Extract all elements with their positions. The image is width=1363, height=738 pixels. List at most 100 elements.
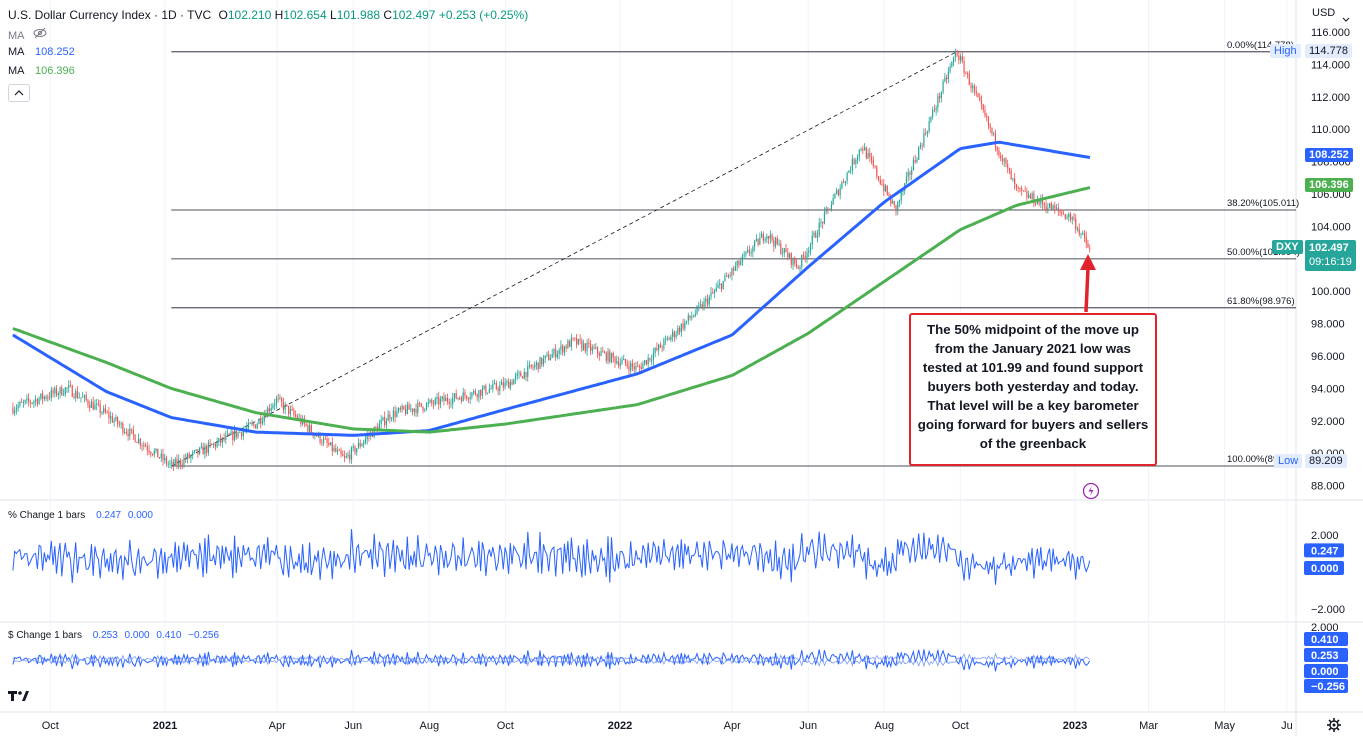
ma-green-line xyxy=(12,186,1091,434)
price-candle-body xyxy=(55,388,58,396)
fib-level-label: 38.20%(105.011) xyxy=(1227,198,1299,209)
price-candle-body xyxy=(862,148,864,151)
price-candle-body xyxy=(734,266,737,271)
close-label: C xyxy=(383,8,393,22)
fib-level-label: 50.00%(101.994) xyxy=(1227,247,1300,258)
price-candle-body xyxy=(480,390,482,396)
price-candle-body xyxy=(368,436,370,437)
price-candle-body xyxy=(1073,217,1075,219)
price-candle-body xyxy=(251,423,253,425)
price-candle-body xyxy=(502,382,504,388)
pane2-scale-tag xyxy=(1304,543,1344,558)
price-candle-body xyxy=(755,238,757,241)
lightning-icon[interactable] xyxy=(1082,482,1100,505)
price-candle-body xyxy=(815,232,817,238)
price-candle-body xyxy=(959,56,962,61)
price-candle-body xyxy=(546,354,548,356)
price-candle-body xyxy=(551,354,553,359)
price-candle-body xyxy=(521,376,524,379)
price-candle-body xyxy=(206,446,208,453)
price-candle-body xyxy=(911,170,913,175)
price-candle-body xyxy=(912,160,915,171)
price-candle-body xyxy=(987,117,990,126)
price-candle-body xyxy=(631,363,634,367)
price-candle-body xyxy=(391,418,393,420)
price-candle-body xyxy=(340,450,342,455)
price-candle-body xyxy=(354,446,356,453)
price-candle-body xyxy=(466,395,468,399)
price-candle-body xyxy=(610,353,613,363)
price-candle-body xyxy=(487,392,489,394)
price-candle-body xyxy=(979,97,981,101)
price-candle-body xyxy=(781,253,784,254)
price-candle-body xyxy=(1021,188,1023,191)
price-candle-body xyxy=(994,133,997,147)
callout-annotation[interactable]: The 50% midpoint of the move up from the… xyxy=(909,313,1157,466)
price-candle-body xyxy=(29,401,31,404)
price-candle-body xyxy=(830,204,833,210)
price-candle-body xyxy=(288,405,290,415)
price-candle-body xyxy=(677,327,679,335)
x-tick-label: 2021 xyxy=(153,720,177,732)
bar-countdown: 09:16:19 xyxy=(1309,256,1352,268)
price-candle-body xyxy=(384,417,386,426)
low-value: 101.988 xyxy=(336,8,381,22)
settings-gear-icon[interactable] xyxy=(1326,717,1342,738)
hide-eye-icon[interactable] xyxy=(33,27,47,42)
price-candle-body xyxy=(343,456,346,458)
price-candle-body xyxy=(108,412,110,419)
x-tick-label: Apr xyxy=(269,720,286,732)
price-candle-body xyxy=(965,73,967,74)
price-candle-body xyxy=(665,338,667,340)
price-candle-body xyxy=(380,420,382,425)
price-candle-body xyxy=(282,402,285,410)
price-candle-body xyxy=(357,442,360,449)
price-candle-body xyxy=(204,446,206,455)
high-value: 102.654 xyxy=(283,8,327,22)
collapse-legend-button[interactable] xyxy=(8,84,30,102)
price-candle-body xyxy=(162,453,164,461)
price-candle-body xyxy=(52,390,54,394)
price-candle-body xyxy=(382,417,384,421)
tradingview-logo-icon[interactable] xyxy=(8,688,32,709)
price-candle-body xyxy=(375,426,377,428)
price-candle-body xyxy=(478,390,480,398)
price-candle-body xyxy=(869,153,871,157)
price-candle-body xyxy=(750,252,752,254)
price-candle-body xyxy=(157,448,159,458)
x-tick-label: May xyxy=(1214,720,1235,732)
price-candle-body xyxy=(106,412,108,414)
pane2-scale-text: 0.000 xyxy=(1311,563,1339,575)
price-candle-body xyxy=(1069,213,1072,220)
price-candle-body xyxy=(668,338,670,340)
price-candle-body xyxy=(71,385,73,397)
fib-trend-line xyxy=(171,51,957,467)
ma-blue-line xyxy=(12,140,1091,437)
price-candle-body xyxy=(1047,207,1049,210)
price-candle-body xyxy=(530,364,532,368)
price-candle-body xyxy=(897,202,899,212)
price-candle-body xyxy=(427,402,429,404)
currency-dropdown-icon[interactable] xyxy=(1342,10,1350,28)
pane3-title: $ Change 1 bars xyxy=(8,630,82,641)
price-candle-body xyxy=(647,357,649,365)
y-tick-label: 106.000 xyxy=(1311,189,1351,201)
currency-label[interactable]: USD xyxy=(1312,7,1336,19)
price-candle-body xyxy=(754,240,756,247)
price-candle-body xyxy=(469,397,471,400)
price-candle-body xyxy=(914,160,916,163)
price-candle-body xyxy=(239,432,241,434)
price-candle-body xyxy=(605,352,607,361)
price-candle-body xyxy=(935,107,937,111)
price-candle-body xyxy=(581,340,583,350)
pane3-scale-text: 0.253 xyxy=(1311,650,1339,662)
price-candle-body xyxy=(1078,228,1080,235)
price-candle-body xyxy=(270,408,272,412)
price-candle-body xyxy=(83,395,86,397)
price-candle-body xyxy=(96,403,98,405)
price-candle-body xyxy=(909,172,911,175)
price-candle-body xyxy=(1001,158,1004,162)
price-candle-body xyxy=(982,104,984,111)
price-candle-body xyxy=(443,396,445,402)
